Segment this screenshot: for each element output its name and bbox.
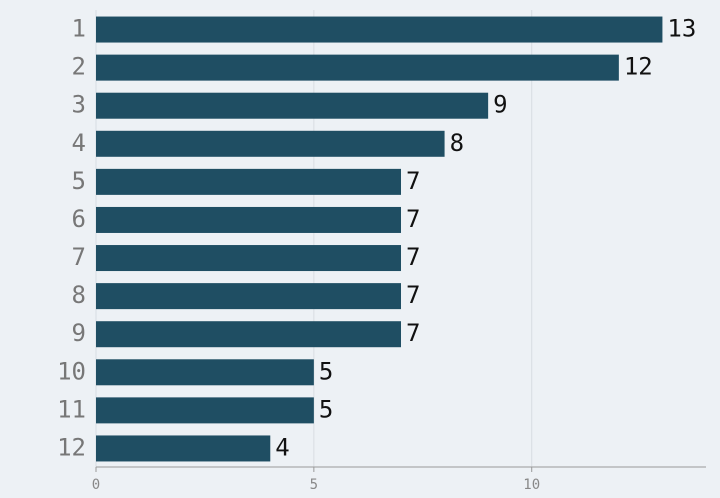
bar: [96, 16, 663, 43]
bar: [96, 130, 445, 157]
y-tick-label: 11: [57, 395, 86, 423]
x-tick-label: 5: [310, 477, 318, 493]
value-label: 8: [450, 129, 464, 157]
bar: [96, 54, 619, 81]
value-label: 7: [406, 243, 420, 271]
bar: [96, 397, 314, 424]
y-tick-label: 10: [57, 357, 86, 385]
value-label: 13: [667, 15, 696, 43]
y-tick-label: 12: [57, 433, 86, 461]
bar: [96, 245, 401, 272]
y-tick-label: 8: [72, 281, 86, 309]
bar: [96, 359, 314, 386]
value-label: 7: [406, 319, 420, 347]
value-label: 4: [275, 433, 289, 461]
y-tick-label: 1: [72, 15, 86, 43]
y-tick-label: 4: [72, 129, 86, 157]
x-tick-label: 10: [523, 477, 540, 493]
y-tick-label: 3: [72, 91, 86, 119]
value-label: 7: [406, 281, 420, 309]
value-label: 7: [406, 205, 420, 233]
bar: [96, 283, 401, 310]
y-tick-label: 6: [72, 205, 86, 233]
y-tick-label: 5: [72, 167, 86, 195]
x-tick-label: 0: [92, 477, 100, 493]
value-label: 12: [624, 53, 653, 81]
y-tick-label: 9: [72, 319, 86, 347]
value-label: 5: [319, 357, 333, 385]
y-tick-label: 7: [72, 243, 86, 271]
value-label: 9: [493, 91, 507, 119]
bar: [96, 435, 271, 462]
value-label: 5: [319, 395, 333, 423]
bar: [96, 168, 401, 195]
value-label: 7: [406, 167, 420, 195]
bar: [96, 206, 401, 233]
bar: [96, 92, 489, 119]
y-tick-label: 2: [72, 53, 86, 81]
bar: [96, 321, 401, 348]
